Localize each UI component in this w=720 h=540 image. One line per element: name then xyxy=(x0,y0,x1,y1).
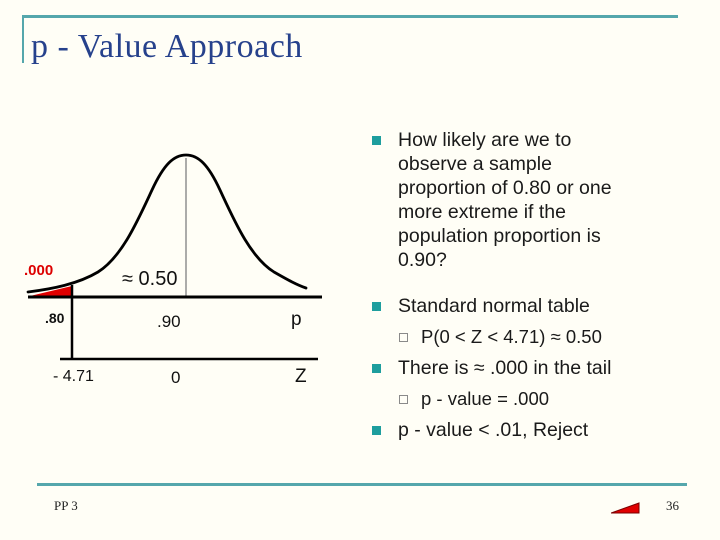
title-left-rule xyxy=(22,15,24,63)
p-axis-tail-tick: .80 xyxy=(45,310,65,326)
bullet-text: There is ≈ .000 in the tail xyxy=(398,357,612,379)
hollow-square-bullet-icon xyxy=(399,333,408,342)
title-top-rule xyxy=(22,15,678,18)
bullet-reject: p - value < .01, Reject xyxy=(368,418,704,442)
footer-label: PP 3 xyxy=(54,498,78,513)
z-axis-label: Z xyxy=(295,366,307,387)
hollow-square-bullet-icon xyxy=(399,395,408,404)
bullet-text: How likely are we to observe a sample pr… xyxy=(398,129,612,271)
bullet-list: How likely are we to observe a sample pr… xyxy=(368,128,704,442)
bullet-text: p - value = .000 xyxy=(421,388,550,409)
footer-rule xyxy=(37,483,687,486)
p-axis-label: p xyxy=(291,309,302,330)
page-title: p - Value Approach xyxy=(31,28,303,65)
bullet-text: Standard normal table xyxy=(398,295,590,317)
bullet-text: P(0 < Z < 4.71) ≈ 0.50 xyxy=(421,326,602,347)
subbullet-probability: P(0 < Z < 4.71) ≈ 0.50 xyxy=(368,325,704,349)
bullet-tail-amount: There is ≈ .000 in the tail xyxy=(368,356,704,380)
red-triangle-icon xyxy=(611,502,640,514)
bullet-text: p - value < .01, Reject xyxy=(398,419,589,441)
tail-area-label: .000 xyxy=(24,262,54,279)
bell-curve xyxy=(26,153,308,294)
subbullet-p-value: p - value = .000 xyxy=(368,387,704,411)
center-area-label: ≈ 0.50 xyxy=(122,268,178,290)
square-bullet-icon xyxy=(372,136,381,145)
page-number: 36 xyxy=(666,498,679,513)
tail-area-shape xyxy=(30,286,72,296)
square-bullet-icon xyxy=(372,364,381,373)
bullet-question: How likely are we to observe a sample pr… xyxy=(368,128,704,272)
square-bullet-icon xyxy=(372,426,381,435)
normal-curve-diagram xyxy=(26,153,322,361)
bullet-standard-normal-table: Standard normal table xyxy=(368,294,704,318)
p-axis-center-tick: .90 xyxy=(157,312,181,331)
square-bullet-icon xyxy=(372,302,381,311)
z-axis-center-tick: 0 xyxy=(171,368,181,387)
z-axis-tail-tick: - 4.71 xyxy=(53,368,94,385)
